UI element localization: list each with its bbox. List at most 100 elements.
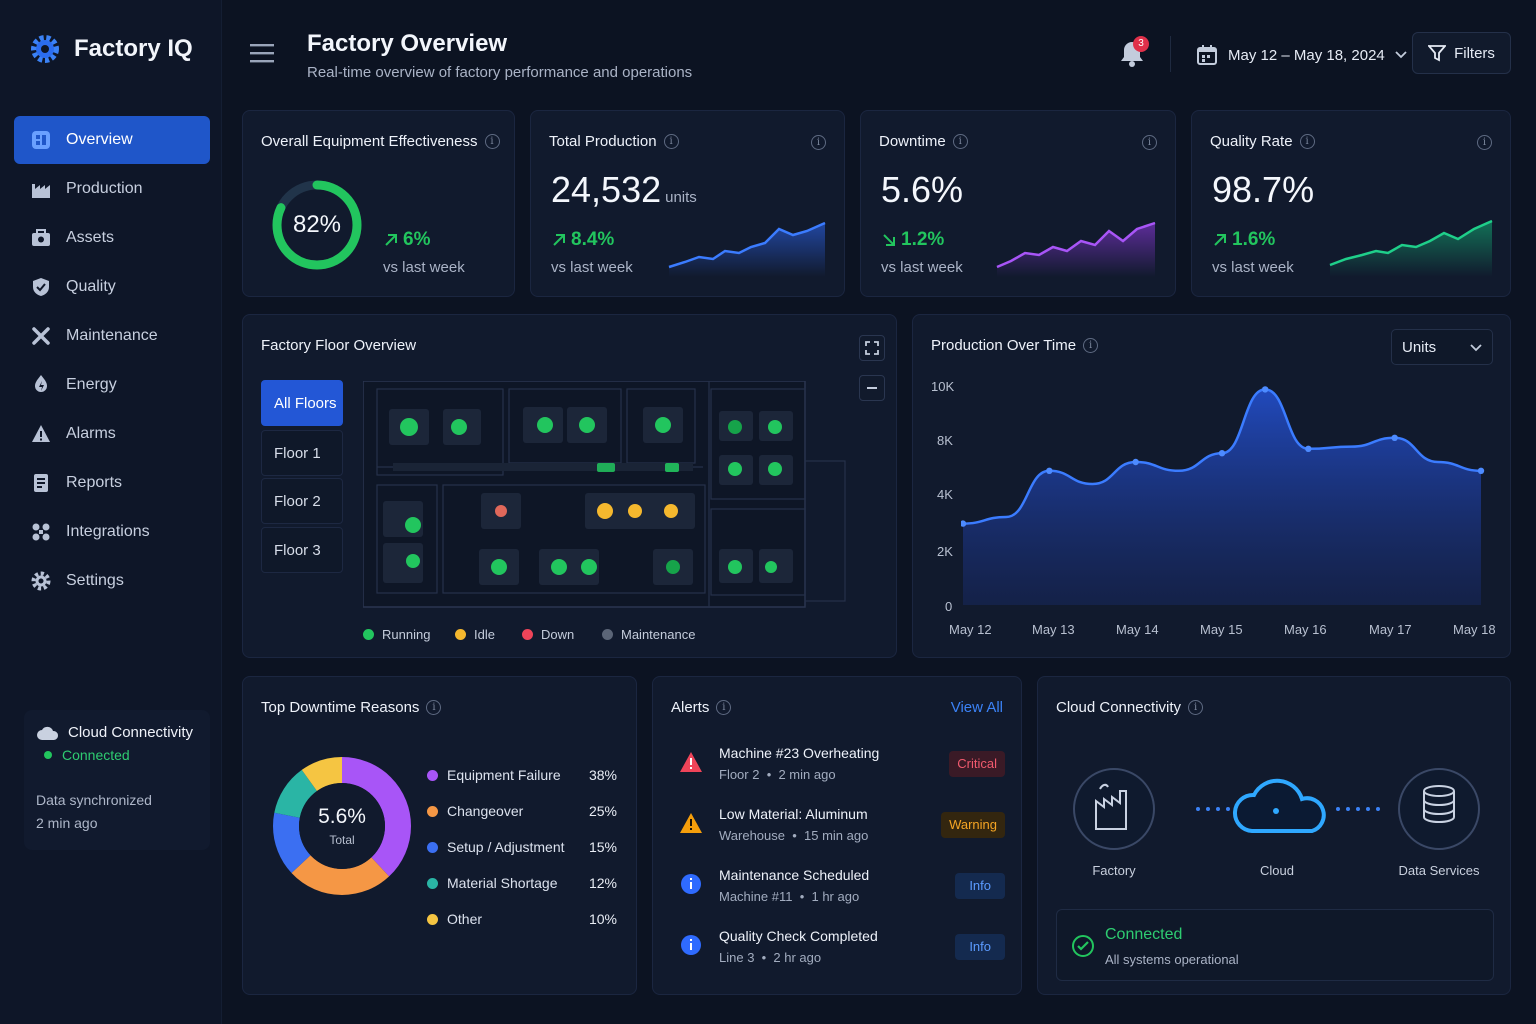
nav-label: Integrations <box>66 523 150 540</box>
tab-all-floors[interactable]: All Floors <box>261 380 343 426</box>
kpi-delta: 6% <box>383 229 430 251</box>
alert-meta: Floor 2 • 2 min ago <box>719 767 836 782</box>
donut-hole <box>299 783 385 869</box>
notification-badge: 3 <box>1133 36 1149 52</box>
alert-location: Floor 2 <box>719 767 760 782</box>
reason-pct: 12% <box>588 875 617 891</box>
hamburger-menu-icon[interactable] <box>250 42 274 64</box>
nav-item-energy[interactable]: Energy <box>14 361 210 409</box>
donut-slice <box>273 757 411 895</box>
kpi-card-quality-rate: Quality Rate i i 98.7% 1.6% vs last week <box>1191 110 1511 297</box>
legend-label: Idle <box>474 627 495 642</box>
chevron-down-icon <box>1395 51 1407 59</box>
alert-time: 15 min ago <box>804 828 869 843</box>
expand-icon <box>865 341 879 355</box>
info-icon[interactable]: i <box>1299 134 1315 149</box>
alarm-icon <box>32 425 50 442</box>
nav-menu: Overview Production Assets Quality Maint… <box>14 116 210 606</box>
info-icon[interactable]: i <box>811 135 826 150</box>
nav-item-quality[interactable]: Quality <box>14 263 210 311</box>
data-point <box>1391 434 1398 441</box>
reason-label: Material Shortage <box>447 875 558 891</box>
status-dot <box>44 751 52 759</box>
nav-item-production[interactable]: Production <box>14 165 210 213</box>
info-icon[interactable]: i <box>1142 135 1157 150</box>
factory-floor-card: Factory Floor Overview All Floors Floor … <box>242 314 897 658</box>
info-icon[interactable]: i <box>716 700 732 715</box>
nav-item-assets[interactable]: Assets <box>14 214 210 262</box>
arrow-up-right-icon <box>385 234 397 246</box>
kpi-delta: 8.4% <box>551 229 614 251</box>
alert-item[interactable]: Maintenance Scheduled Machine #11 • 1 hr… <box>671 867 1005 919</box>
info-icon[interactable]: i <box>1188 700 1204 715</box>
connectivity-diagram <box>1073 768 1480 850</box>
info-icon[interactable]: i <box>484 134 500 149</box>
nav-item-overview[interactable]: Overview <box>14 116 210 164</box>
alert-meta: Warehouse • 15 min ago <box>719 828 869 843</box>
y-tick: 10K <box>931 379 955 394</box>
warning-icon <box>680 752 702 772</box>
date-range-picker[interactable]: May 12 – May 18, 2024 <box>1196 40 1407 70</box>
alert-item[interactable]: Low Material: Aluminum Warehouse • 15 mi… <box>671 806 1005 858</box>
filter-icon <box>1428 45 1447 62</box>
tab-floor-2[interactable]: Floor 2 <box>261 478 343 524</box>
fullscreen-button[interactable] <box>859 335 885 361</box>
gear-logo-icon <box>31 35 59 63</box>
reason-label: Other <box>447 911 483 927</box>
overview-icon <box>32 131 50 149</box>
zoom-out-button[interactable] <box>859 375 885 401</box>
nav-item-settings[interactable]: Settings <box>14 557 210 605</box>
units-select[interactable]: Units <box>1391 329 1493 365</box>
machine-status-down <box>495 505 507 517</box>
alert-item[interactable]: Machine #23 Overheating Floor 2 • 2 min … <box>671 745 1005 797</box>
nav-item-alarms[interactable]: Alarms <box>14 410 210 458</box>
view-all-link[interactable]: View All <box>950 699 1003 716</box>
y-tick: 0 <box>945 599 953 614</box>
integrations-icon <box>32 523 50 541</box>
production-chart-card: Production Over Time i Units 10K 8K 4K 2K… <box>912 314 1511 658</box>
alert-title: Low Material: Aluminum <box>719 806 868 822</box>
kpi-delta-value: 1.6% <box>1232 229 1276 250</box>
kpi-title: Downtime <box>879 133 946 150</box>
reason-label: Changeover <box>447 803 524 819</box>
energy-icon <box>35 375 47 392</box>
sparkline <box>1329 219 1493 277</box>
sparkline <box>996 221 1156 277</box>
page-title: Factory Overview <box>307 30 508 57</box>
sidebar-connectivity-status: Connected <box>62 747 130 763</box>
card-title: Production Over Time <box>931 337 1077 354</box>
nav-item-reports[interactable]: Reports <box>14 459 210 507</box>
x-tick: May 14 <box>1116 622 1159 637</box>
alert-item[interactable]: Quality Check Completed Line 3 • 2 hr ag… <box>671 928 1005 980</box>
nav-label: Alarms <box>66 425 116 442</box>
info-icon[interactable]: i <box>663 134 679 149</box>
connection-status-detail: All systems operational <box>1105 952 1239 967</box>
sidebar-connectivity-title: Cloud Connectivity <box>68 724 194 741</box>
header-divider <box>1170 36 1171 72</box>
tab-floor-3[interactable]: Floor 3 <box>261 527 343 573</box>
sync-time: 2 min ago <box>36 815 98 831</box>
arrow-up-right-icon <box>1214 234 1226 246</box>
info-icon[interactable]: i <box>952 134 968 149</box>
data-point <box>1261 386 1269 393</box>
kpi-value: 98.7% <box>1212 169 1315 210</box>
info-icon[interactable]: i <box>1477 135 1492 150</box>
nav-item-integrations[interactable]: Integrations <box>14 508 210 556</box>
reason-pct: 10% <box>588 911 617 927</box>
gear-icon <box>31 571 51 591</box>
info-icon[interactable]: i <box>426 700 442 715</box>
brand[interactable]: Factory IQ <box>28 32 193 66</box>
alert-title: Maintenance Scheduled <box>719 867 870 883</box>
filters-button[interactable]: Filters <box>1412 32 1511 74</box>
alert-time: 2 hr ago <box>773 950 822 965</box>
info-icon[interactable]: i <box>1083 338 1099 353</box>
tab-floor-1[interactable]: Floor 1 <box>261 430 343 476</box>
kpi-comparison: vs last week <box>551 259 633 276</box>
nav-item-maintenance[interactable]: Maintenance <box>14 312 210 360</box>
data-point <box>1046 467 1053 474</box>
list-item: Material Shortage 12% <box>427 865 617 901</box>
machine-status-running <box>400 417 782 575</box>
app-name: Factory IQ <box>74 35 193 62</box>
alert-time: 2 min ago <box>778 767 836 782</box>
floor-map[interactable] <box>363 381 847 609</box>
